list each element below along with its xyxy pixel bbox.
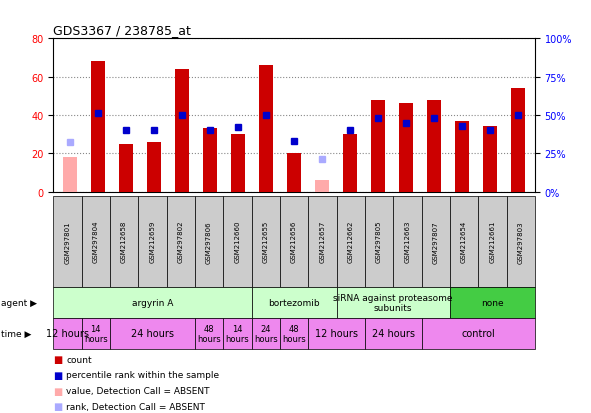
Text: percentile rank within the sample: percentile rank within the sample bbox=[66, 370, 219, 380]
Text: ■: ■ bbox=[53, 401, 63, 411]
Text: GSM212661: GSM212661 bbox=[489, 221, 495, 263]
Text: argyrin A: argyrin A bbox=[132, 298, 173, 307]
Text: GSM212656: GSM212656 bbox=[291, 221, 297, 263]
Text: agent ▶: agent ▶ bbox=[1, 298, 37, 307]
Text: ■: ■ bbox=[53, 354, 63, 364]
Bar bbox=[511, 89, 525, 192]
Bar bbox=[343, 135, 357, 192]
Text: ■: ■ bbox=[53, 386, 63, 396]
Text: GSM297805: GSM297805 bbox=[376, 221, 382, 263]
Text: 48
hours: 48 hours bbox=[282, 324, 306, 343]
Bar bbox=[63, 158, 77, 192]
Bar bbox=[259, 66, 273, 192]
Text: 12 hours: 12 hours bbox=[315, 328, 358, 339]
Text: GSM297802: GSM297802 bbox=[178, 221, 184, 263]
Bar bbox=[371, 100, 385, 192]
Bar bbox=[147, 142, 161, 192]
Bar bbox=[315, 180, 329, 192]
Text: 48
hours: 48 hours bbox=[197, 324, 221, 343]
Bar bbox=[175, 70, 189, 192]
Text: GSM212660: GSM212660 bbox=[235, 221, 241, 263]
Bar bbox=[455, 121, 469, 192]
Bar bbox=[427, 100, 441, 192]
Text: 14
hours: 14 hours bbox=[84, 324, 108, 343]
Text: 24 hours: 24 hours bbox=[372, 328, 415, 339]
Text: GSM297807: GSM297807 bbox=[433, 221, 439, 263]
Bar bbox=[399, 104, 413, 192]
Bar bbox=[91, 62, 105, 192]
Text: GSM212663: GSM212663 bbox=[404, 221, 410, 263]
Text: control: control bbox=[462, 328, 495, 339]
Text: GSM212659: GSM212659 bbox=[150, 221, 155, 263]
Text: siRNA against proteasome
subunits: siRNA against proteasome subunits bbox=[333, 293, 453, 312]
Text: GDS3367 / 238785_at: GDS3367 / 238785_at bbox=[53, 24, 191, 37]
Text: rank, Detection Call = ABSENT: rank, Detection Call = ABSENT bbox=[66, 402, 205, 411]
Text: ■: ■ bbox=[53, 370, 63, 380]
Text: GSM212658: GSM212658 bbox=[121, 221, 127, 263]
Bar bbox=[203, 129, 217, 192]
Bar bbox=[287, 154, 301, 192]
Text: bortezomib: bortezomib bbox=[268, 298, 320, 307]
Bar bbox=[483, 127, 497, 192]
Bar bbox=[231, 135, 245, 192]
Text: GSM297803: GSM297803 bbox=[518, 221, 524, 263]
Text: 24 hours: 24 hours bbox=[131, 328, 174, 339]
Text: none: none bbox=[481, 298, 504, 307]
Bar bbox=[119, 144, 133, 192]
Text: GSM212662: GSM212662 bbox=[348, 221, 353, 263]
Text: GSM212655: GSM212655 bbox=[262, 221, 269, 263]
Text: time ▶: time ▶ bbox=[1, 329, 31, 338]
Text: GSM297806: GSM297806 bbox=[206, 221, 212, 263]
Text: 14
hours: 14 hours bbox=[226, 324, 249, 343]
Text: GSM297804: GSM297804 bbox=[93, 221, 99, 263]
Text: 24
hours: 24 hours bbox=[254, 324, 278, 343]
Text: value, Detection Call = ABSENT: value, Detection Call = ABSENT bbox=[66, 386, 210, 395]
Text: GSM297801: GSM297801 bbox=[64, 221, 70, 263]
Text: count: count bbox=[66, 355, 92, 364]
Text: GSM212657: GSM212657 bbox=[319, 221, 326, 263]
Text: 12 hours: 12 hours bbox=[46, 328, 89, 339]
Text: GSM212654: GSM212654 bbox=[461, 221, 467, 263]
